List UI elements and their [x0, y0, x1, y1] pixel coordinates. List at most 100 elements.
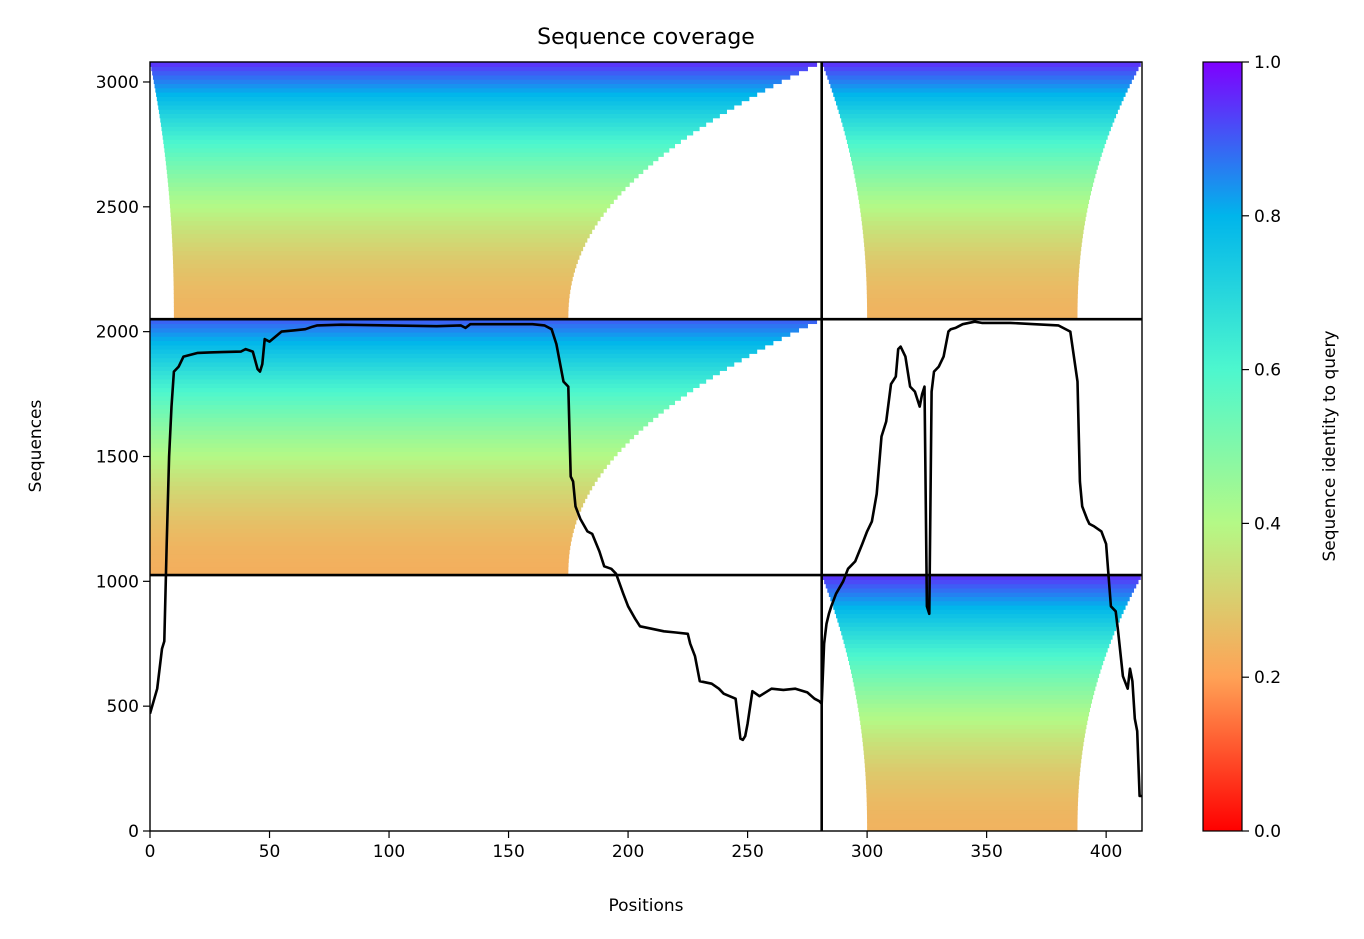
coverage-row — [856, 186, 1093, 192]
coverage-row — [150, 413, 659, 418]
coverage-row — [150, 400, 676, 406]
coverage-row — [845, 647, 1108, 653]
coverage-row — [852, 677, 1098, 683]
coverage-row — [150, 374, 713, 380]
coverage-row — [825, 70, 1137, 76]
coverage-row — [150, 472, 601, 478]
coverage-row — [169, 199, 614, 205]
coverage-row — [173, 272, 574, 277]
coverage-row — [169, 203, 611, 209]
coverage-row — [860, 207, 1088, 213]
plot-frame — [149, 61, 1143, 832]
coverage-row — [150, 383, 700, 389]
coverage-row — [864, 242, 1082, 247]
chart-title: Sequence coverage — [537, 25, 755, 50]
coverage-row — [173, 284, 571, 290]
coverage-row — [847, 656, 1105, 661]
coverage-row — [161, 126, 700, 132]
coverage-row — [866, 796, 1079, 802]
coverage-row — [864, 246, 1082, 252]
coverage-row — [839, 626, 1117, 632]
y-tick-label: 500 — [107, 697, 139, 717]
coverage-row — [173, 314, 569, 320]
coverage-row — [861, 216, 1086, 222]
coverage-row — [173, 263, 577, 269]
coverage-row — [150, 408, 664, 414]
coverage-row — [169, 194, 618, 200]
colorbar-label: Sequence identity to query — [1320, 330, 1340, 561]
coverage-row — [843, 126, 1111, 132]
coverage-row — [152, 74, 791, 80]
coverage-block — [822, 575, 1141, 831]
coverage-row — [866, 272, 1079, 277]
coverage-row — [171, 224, 595, 230]
coverage-row — [150, 434, 635, 440]
coverage-row — [864, 762, 1081, 768]
coverage-row — [866, 297, 1078, 303]
x-tick-label: 400 — [1090, 842, 1122, 862]
coverage-row — [866, 293, 1078, 299]
coverage-row — [853, 169, 1097, 175]
coverage-row — [155, 87, 766, 93]
coverage-row — [824, 66, 1139, 72]
y-axis-label: Sequences — [26, 400, 46, 493]
coverage-row — [858, 199, 1090, 205]
coverage-row — [172, 250, 582, 256]
y-tick-label: 1000 — [96, 572, 139, 592]
coverage-row — [866, 809, 1078, 815]
coverage-row — [863, 233, 1083, 239]
coverage-row — [862, 737, 1085, 743]
coverage-row — [157, 100, 742, 106]
coverage-row — [150, 523, 576, 529]
y-tick-label: 0 — [128, 822, 139, 842]
coverage-row — [849, 664, 1102, 670]
coverage-row — [844, 130, 1110, 136]
coverage-row — [864, 758, 1082, 764]
coverage-row — [857, 190, 1091, 196]
coverage-row — [173, 310, 569, 316]
coverage-row — [150, 331, 791, 337]
coverage-row — [856, 182, 1094, 187]
coverage-row — [867, 818, 1078, 824]
coverage-row — [834, 96, 1124, 102]
coverage-row — [867, 822, 1078, 828]
coverage-row — [150, 502, 584, 508]
coverage-row — [851, 160, 1100, 166]
coverage-row — [838, 622, 1118, 627]
coverage-row — [845, 134, 1108, 140]
coverage-row — [156, 92, 758, 97]
coverage-row — [828, 592, 1132, 598]
coverage-row — [822, 575, 1141, 580]
coverage-row — [164, 147, 670, 153]
coverage-row — [850, 156, 1101, 162]
coverage-row — [846, 651, 1107, 657]
coverage-row — [863, 237, 1083, 243]
coverage-row — [150, 327, 800, 333]
coverage-row — [150, 378, 707, 384]
coverage-row — [847, 143, 1105, 149]
coverage-row — [150, 62, 818, 67]
coverage-row — [866, 289, 1078, 295]
x-tick-label: 50 — [259, 842, 281, 862]
coverage-row — [150, 430, 639, 435]
coverage-row — [165, 160, 654, 166]
coverage-row — [851, 673, 1100, 679]
coverage-row — [841, 117, 1115, 123]
coverage-row — [150, 515, 578, 521]
coverage-row — [150, 455, 614, 461]
coverage-row — [173, 297, 570, 303]
coverage-row — [150, 442, 626, 448]
coverage-row — [150, 425, 644, 431]
coverage-row — [172, 242, 586, 247]
coverage-row — [164, 152, 664, 157]
coverage-row — [153, 79, 782, 85]
colorbar-tick-label: 0.6 — [1254, 361, 1281, 381]
coverage-row — [150, 344, 766, 350]
coverage-row — [158, 109, 727, 115]
colorbar-tick-label: 0.4 — [1254, 514, 1281, 534]
x-axis: 0 50 100 150 200 250 300 350 400 — [145, 831, 1122, 862]
coverage-row — [173, 267, 576, 273]
coverage-row — [150, 387, 694, 393]
coverage-row — [862, 741, 1084, 747]
colorbar-tick-label: 1.0 — [1254, 53, 1281, 73]
